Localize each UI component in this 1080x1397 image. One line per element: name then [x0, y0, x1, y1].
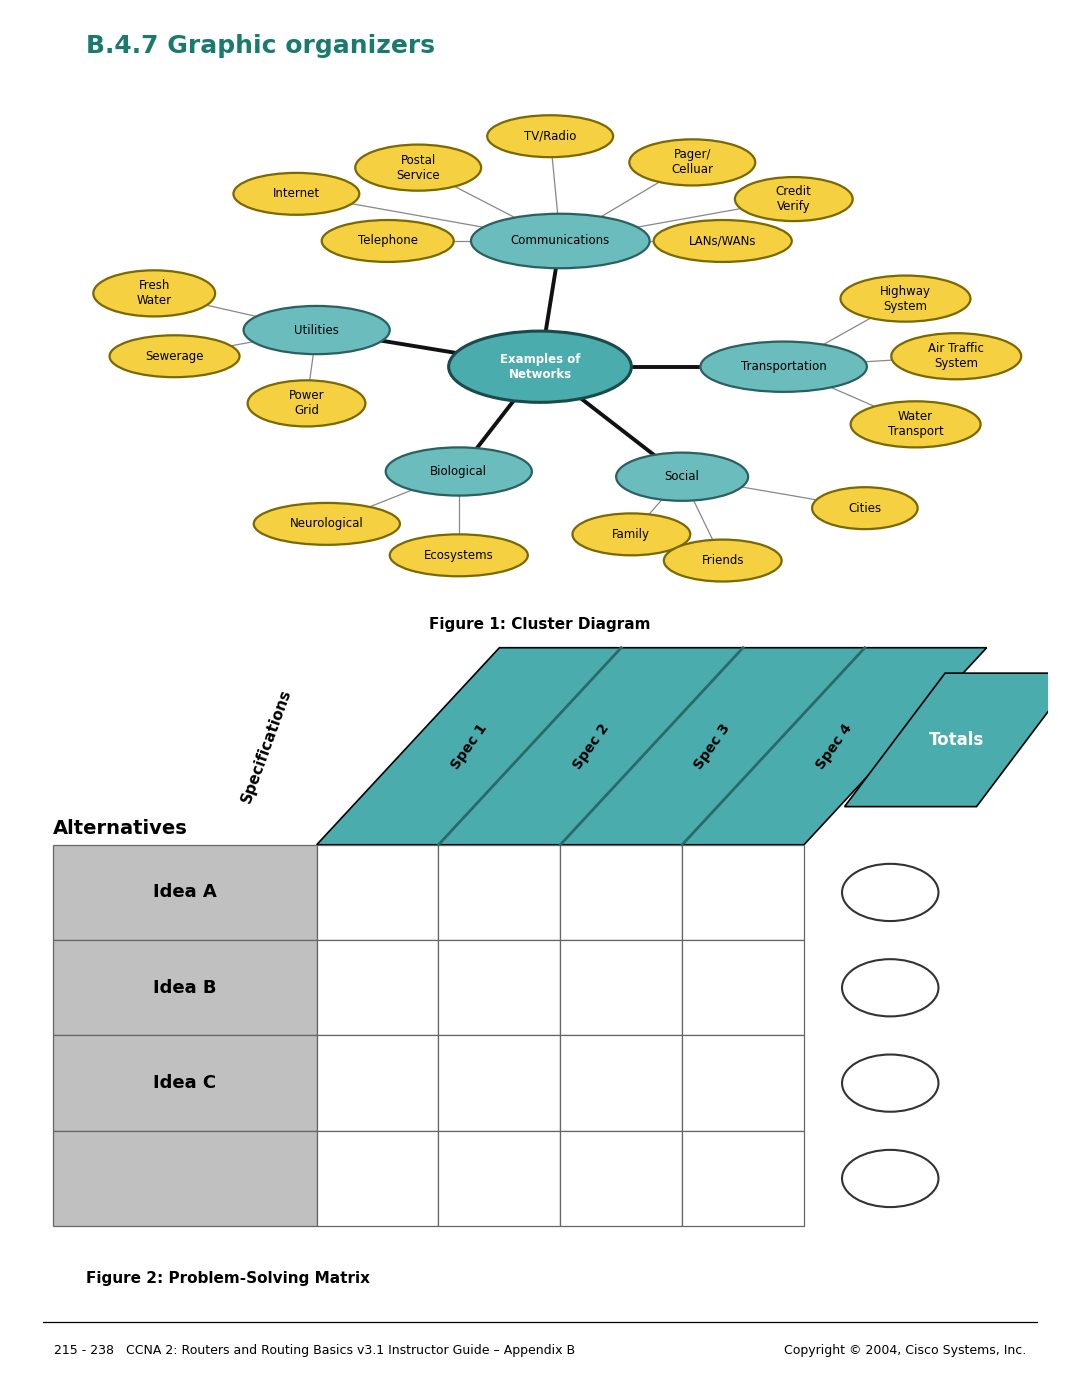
Text: Spec 3: Spec 3 — [692, 721, 733, 771]
Text: Communications: Communications — [511, 235, 610, 247]
Ellipse shape — [842, 1055, 939, 1112]
Ellipse shape — [840, 275, 971, 321]
FancyBboxPatch shape — [438, 1035, 561, 1130]
Ellipse shape — [448, 331, 632, 402]
Ellipse shape — [322, 221, 454, 263]
Ellipse shape — [630, 140, 755, 186]
Ellipse shape — [842, 1150, 939, 1207]
FancyBboxPatch shape — [561, 1035, 683, 1130]
Polygon shape — [316, 648, 987, 845]
Text: Figure 1: Cluster Diagram: Figure 1: Cluster Diagram — [429, 617, 651, 633]
Text: Transportation: Transportation — [741, 360, 826, 373]
Ellipse shape — [247, 380, 365, 426]
FancyBboxPatch shape — [53, 940, 316, 1035]
Text: 215 - 238   CCNA 2: Routers and Routing Basics v3.1 Instructor Guide – Appendix : 215 - 238 CCNA 2: Routers and Routing Ba… — [54, 1344, 576, 1356]
Text: Air Traffic
System: Air Traffic System — [929, 342, 984, 370]
Ellipse shape — [701, 342, 867, 393]
Ellipse shape — [891, 334, 1022, 380]
FancyBboxPatch shape — [316, 940, 438, 1035]
FancyBboxPatch shape — [53, 1035, 316, 1130]
Text: Idea A: Idea A — [152, 883, 217, 901]
Text: Pager/
Celluar: Pager/ Celluar — [672, 148, 713, 176]
FancyBboxPatch shape — [683, 1035, 804, 1130]
FancyBboxPatch shape — [53, 1130, 316, 1227]
Polygon shape — [845, 673, 1077, 806]
Ellipse shape — [109, 335, 240, 377]
FancyBboxPatch shape — [683, 940, 804, 1035]
FancyBboxPatch shape — [561, 845, 683, 940]
Text: B.4.7 Graphic organizers: B.4.7 Graphic organizers — [86, 34, 435, 59]
Text: Credit
Verify: Credit Verify — [775, 184, 812, 214]
Ellipse shape — [390, 535, 528, 577]
Ellipse shape — [616, 453, 748, 502]
Text: Copyright © 2004, Cisco Systems, Inc.: Copyright © 2004, Cisco Systems, Inc. — [784, 1344, 1026, 1356]
Ellipse shape — [653, 221, 792, 263]
Text: Utilities: Utilities — [294, 324, 339, 337]
FancyBboxPatch shape — [316, 845, 438, 940]
Text: LANs/WANs: LANs/WANs — [689, 235, 756, 247]
Text: Highway
System: Highway System — [880, 285, 931, 313]
Ellipse shape — [233, 173, 360, 215]
FancyBboxPatch shape — [561, 1130, 683, 1227]
Text: Specifications: Specifications — [239, 687, 294, 805]
FancyBboxPatch shape — [683, 845, 804, 940]
FancyBboxPatch shape — [438, 1130, 561, 1227]
Text: Social: Social — [664, 471, 700, 483]
Ellipse shape — [386, 447, 531, 496]
Ellipse shape — [93, 271, 215, 317]
Text: Spec 4: Spec 4 — [813, 721, 855, 771]
FancyBboxPatch shape — [438, 845, 561, 940]
Ellipse shape — [664, 539, 782, 581]
Text: Postal
Service: Postal Service — [396, 154, 440, 182]
Ellipse shape — [355, 145, 481, 191]
Ellipse shape — [244, 306, 390, 355]
Ellipse shape — [254, 503, 400, 545]
Text: Water
Transport: Water Transport — [888, 411, 944, 439]
Text: TV/Radio: TV/Radio — [524, 130, 577, 142]
Text: Ecosystems: Ecosystems — [424, 549, 494, 562]
Text: Idea C: Idea C — [153, 1074, 216, 1092]
Text: Idea B: Idea B — [153, 979, 216, 997]
Ellipse shape — [734, 177, 853, 221]
Text: Telephone: Telephone — [357, 235, 418, 247]
FancyBboxPatch shape — [316, 1035, 438, 1130]
Ellipse shape — [487, 116, 613, 158]
Text: Alternatives: Alternatives — [53, 820, 188, 838]
Text: Internet: Internet — [273, 187, 320, 200]
FancyBboxPatch shape — [53, 845, 316, 940]
Text: Spec 1: Spec 1 — [448, 721, 489, 771]
Ellipse shape — [842, 863, 939, 921]
Text: Cities: Cities — [848, 502, 881, 514]
FancyBboxPatch shape — [316, 1130, 438, 1227]
Text: Family: Family — [612, 528, 650, 541]
FancyBboxPatch shape — [438, 940, 561, 1035]
FancyBboxPatch shape — [561, 940, 683, 1035]
Text: Spec 2: Spec 2 — [570, 721, 611, 771]
Text: Fresh
Water: Fresh Water — [137, 279, 172, 307]
Ellipse shape — [812, 488, 918, 529]
Text: Friends: Friends — [702, 555, 744, 567]
Ellipse shape — [572, 514, 690, 556]
Text: Neurological: Neurological — [289, 517, 364, 531]
Text: Power
Grid: Power Grid — [288, 390, 324, 418]
Ellipse shape — [471, 214, 650, 268]
Text: Examples of
Networks: Examples of Networks — [500, 352, 580, 381]
Text: Biological: Biological — [430, 465, 487, 478]
FancyBboxPatch shape — [683, 1130, 804, 1227]
Text: Sewerage: Sewerage — [146, 349, 204, 363]
Ellipse shape — [842, 960, 939, 1017]
Text: Totals: Totals — [929, 731, 984, 749]
Text: Figure 2: Problem-Solving Matrix: Figure 2: Problem-Solving Matrix — [86, 1271, 370, 1287]
Ellipse shape — [851, 401, 981, 447]
